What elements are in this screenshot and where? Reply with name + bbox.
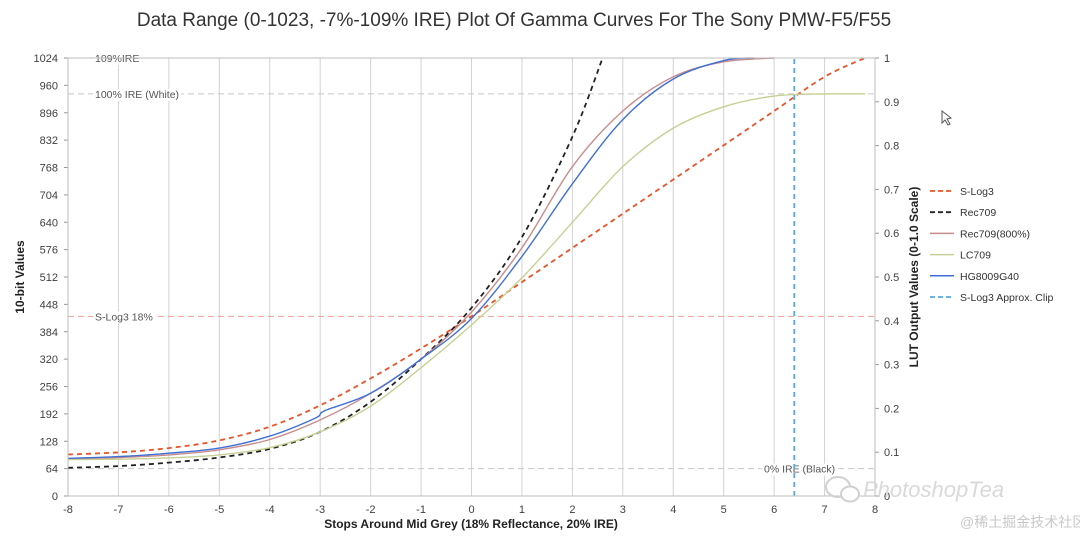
y-tick-label: 0 (52, 491, 58, 503)
x-tick-label: 2 (569, 504, 575, 516)
y-tick-label: 896 (40, 108, 58, 120)
y-tick-label: 704 (40, 190, 58, 202)
watermark-text: PhotoshopTea (863, 477, 1004, 502)
series-lines (67, 57, 866, 496)
mouse-cursor-icon (941, 109, 953, 126)
legend: S-Log3 Rec709 Rec709(800%) LC709 HG8009G40 S-… (930, 186, 1054, 304)
x-tick-label: 3 (620, 504, 626, 516)
y-tick-label: 320 (40, 354, 58, 366)
y2-tick-label: 0.2 (884, 403, 899, 415)
series-line-hg8009g40 (67, 57, 754, 460)
x-tick-label: -3 (315, 504, 325, 516)
y2-tick-label: 0.6 (884, 228, 899, 240)
y-tick-label: 128 (40, 436, 58, 448)
y-tick-label: 512 (40, 272, 58, 284)
series-line-rec709 (67, 57, 604, 469)
y-tick-label: 832 (40, 135, 58, 147)
x-tick-label: -2 (366, 504, 376, 516)
reference-label: 0% IRE (Black) (764, 464, 835, 476)
series-line-rec709-800- (67, 57, 775, 460)
reference-label-bg (93, 311, 155, 324)
x-tick-label: 5 (721, 504, 727, 516)
reference-label-bg (93, 88, 182, 101)
y2-tick-label: 0 (884, 491, 890, 503)
legend-label: Rec709 (960, 207, 996, 219)
legend-label: S-Log3 Approx. Clip (960, 292, 1054, 304)
legend-label: S-Log3 (960, 186, 994, 198)
x-tick-label: -5 (214, 504, 224, 516)
legend-label: LC709 (960, 250, 991, 262)
x-tick-label: 6 (771, 504, 777, 516)
y-tick-label: 448 (40, 299, 58, 311)
y2-tick-label: 0.4 (884, 316, 899, 328)
x-tick-label: -7 (114, 504, 124, 516)
series-line-lc709 (67, 93, 865, 461)
y2-tick-label: 0.8 (884, 141, 899, 153)
grid (64, 57, 879, 497)
x-tick-label: -8 (63, 504, 73, 516)
y-tick-label: 1024 (34, 53, 58, 65)
y2-tick-labels: 0 0.1 0.2 0.3 0.4 0.5 0.6 0.7 0.8 0.9 1 (884, 53, 899, 503)
series-line-s-log3 (67, 57, 866, 456)
x-tick-label: 4 (670, 504, 676, 516)
y2-tick-label: 0.7 (884, 184, 899, 196)
wechat-icon (825, 476, 860, 503)
x-tick-label: -1 (416, 504, 426, 516)
y2-tick-label: 0.5 (884, 272, 899, 284)
plot-frame (67, 57, 876, 497)
y-axis-title: 10-bit Values (13, 240, 27, 314)
y-tick-label: 768 (40, 163, 58, 175)
x-tick-label: 8 (872, 504, 878, 516)
reference-label-bg (93, 53, 142, 65)
reference-label-bg (762, 463, 838, 476)
legend-label: HG8009G40 (960, 271, 1019, 283)
y2-tick-label: 0.3 (884, 360, 899, 372)
reference-label: 109%IRE (95, 53, 139, 65)
y-tick-label: 576 (40, 245, 58, 257)
y-tick-label: 192 (40, 409, 58, 421)
y2-tick-label: 1 (884, 53, 890, 65)
x-tick-label: 1 (519, 504, 525, 516)
legend-label: Rec709(800%) (960, 228, 1030, 240)
x-tick-labels: -8 -7 -6 -5 -4 -3 -2 -1 0 1 2 3 4 5 6 7 8 (63, 504, 878, 516)
y-tick-labels: 0 64 128 192 256 320 384 448 512 576 640 704 768 832 8… (34, 53, 58, 503)
y-tick-label: 384 (40, 327, 58, 339)
y2-tick-label: 0.9 (884, 97, 899, 109)
chart-title: Data Range (0-1023, -7%-109% IRE) Plot O… (137, 10, 891, 31)
x-tick-label: 7 (822, 504, 828, 516)
x-axis-title: Stops Around Mid Grey (18% Reflectance, … (324, 517, 618, 531)
watermark-sub: @稀土掘金技术社区 (960, 514, 1080, 530)
y-tick-label: 960 (40, 80, 58, 92)
y-tick-label: 640 (40, 217, 58, 229)
x-tick-label: 0 (468, 504, 474, 516)
y-tick-label: 64 (46, 464, 58, 476)
y2-axis-title: LUT Output Values (0-1.0 Scale) (907, 187, 921, 368)
x-tick-label: -6 (164, 504, 174, 516)
x-tick-label: -4 (265, 504, 275, 516)
y2-tick-label: 0.1 (884, 447, 899, 459)
reference-label: 100% IRE (White) (95, 89, 179, 101)
reference-label: S-Log3 18% (95, 311, 153, 323)
y-tick-label: 256 (40, 382, 58, 394)
